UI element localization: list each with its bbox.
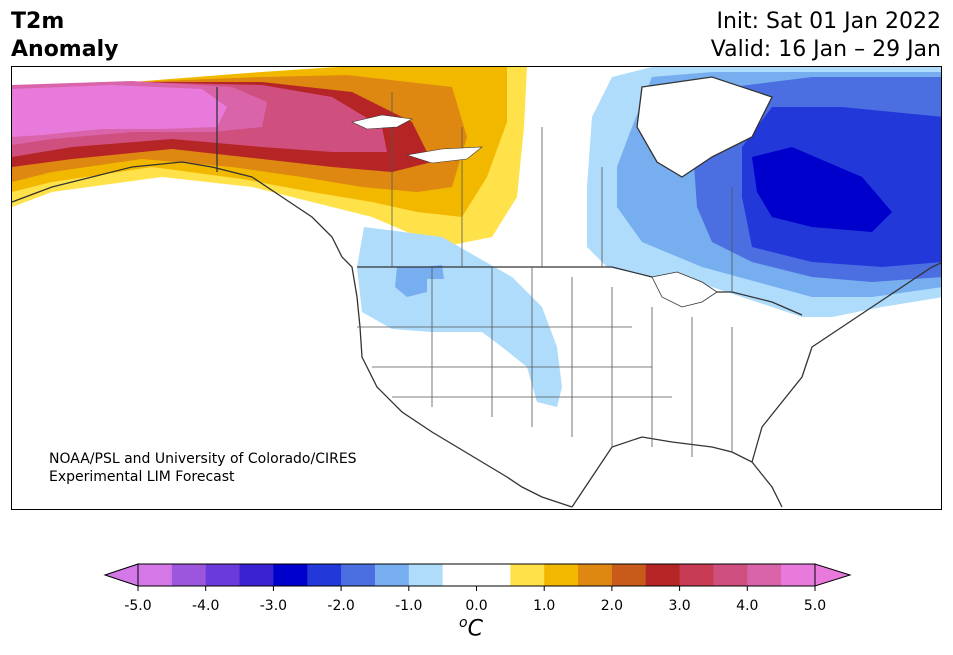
colorbar-over-arrow: [814, 563, 852, 587]
credit-line-1: NOAA/PSL and University of Colorado/CIRE…: [49, 451, 357, 467]
colorbar-under-arrow: [103, 563, 139, 587]
colorbar-tick-label: 4.0: [736, 598, 758, 614]
unit-superscript: o: [459, 615, 468, 631]
hudson-bay: [637, 77, 772, 177]
credit-text: NOAA/PSL and University of Colorado/CIRE…: [49, 450, 357, 486]
cool-region-west-dark: [395, 267, 427, 297]
title-type: Anomaly: [11, 37, 119, 62]
colorbar-tick-label: 1.0: [533, 598, 555, 614]
colorbar-cells: [138, 564, 816, 586]
colorbar-cell: [781, 564, 816, 586]
colorbar-cell: [307, 564, 342, 586]
anomaly-map: [12, 67, 941, 509]
forecast-dates: Init: Sat 01 Jan 2022 Valid: 16 Jan – 29…: [711, 8, 941, 64]
great-bear-lake: [351, 114, 413, 130]
colorbar-unit: oC: [459, 615, 483, 641]
cool-region-idaho: [422, 265, 444, 279]
unit-base: C: [467, 616, 483, 642]
colorbar-cell: [645, 564, 681, 586]
credit-line-2: Experimental LIM Forecast: [49, 469, 235, 485]
colorbar-cell: [205, 564, 241, 586]
great-lakes: [651, 271, 718, 308]
colorbar-tick-label: -4.0: [192, 598, 219, 614]
colorbar-tick-label: -5.0: [124, 598, 151, 614]
colorbar-tick-label: 3.0: [668, 598, 690, 614]
title-variable: T2m: [11, 9, 65, 34]
colorbar-cell: [476, 564, 511, 586]
colorbar-cell: [544, 564, 579, 586]
colorbar-cell: [239, 564, 274, 586]
hudson-bay-coast: [636, 76, 773, 178]
colorbar-cell: [679, 564, 714, 586]
colorbar-cell: [374, 564, 410, 586]
map-panel: [11, 66, 942, 510]
colorbar-cell: [273, 564, 308, 586]
colorbar-cell: [747, 564, 782, 586]
colorbar-tick-label: 5.0: [804, 598, 826, 614]
colorbar-tick-label: -1.0: [395, 598, 422, 614]
colorbar-cell: [442, 564, 477, 586]
colorbar-tick-label: -3.0: [260, 598, 287, 614]
province-borders: [391, 92, 733, 292]
colorbar-tick-label: 0.0: [465, 598, 487, 614]
valid-date: Valid: 16 Jan – 29 Jan: [710, 37, 941, 62]
map-title: T2m Anomaly: [11, 8, 118, 64]
east-coastline: [751, 262, 941, 463]
colorbar-cell: [138, 564, 173, 586]
colorbar-tick-label: 2.0: [601, 598, 623, 614]
colorbar-cell: [578, 564, 613, 586]
great-slave-lake: [406, 146, 483, 164]
colorbar-cell: [611, 564, 647, 586]
colorbar-tick-label: -2.0: [327, 598, 354, 614]
warm-region-magenta: [12, 85, 227, 137]
colorbar-cell: [341, 564, 376, 586]
colorbar-cell: [510, 564, 545, 586]
colorbar-ticks: -5.0 -4.0 -3.0 -2.0 -1.0 0.0 1.0 2.0 3.0 4.0 5.0: [124, 586, 826, 614]
colorbar-cell: [408, 564, 444, 586]
cool-region-east-core: [752, 147, 892, 232]
west-coastline: [12, 161, 573, 508]
colorbar-cell: [171, 564, 207, 586]
init-date: Init: Sat 01 Jan 2022: [716, 9, 941, 34]
state-borders: [357, 267, 733, 457]
colorbar-cell: [713, 564, 748, 586]
